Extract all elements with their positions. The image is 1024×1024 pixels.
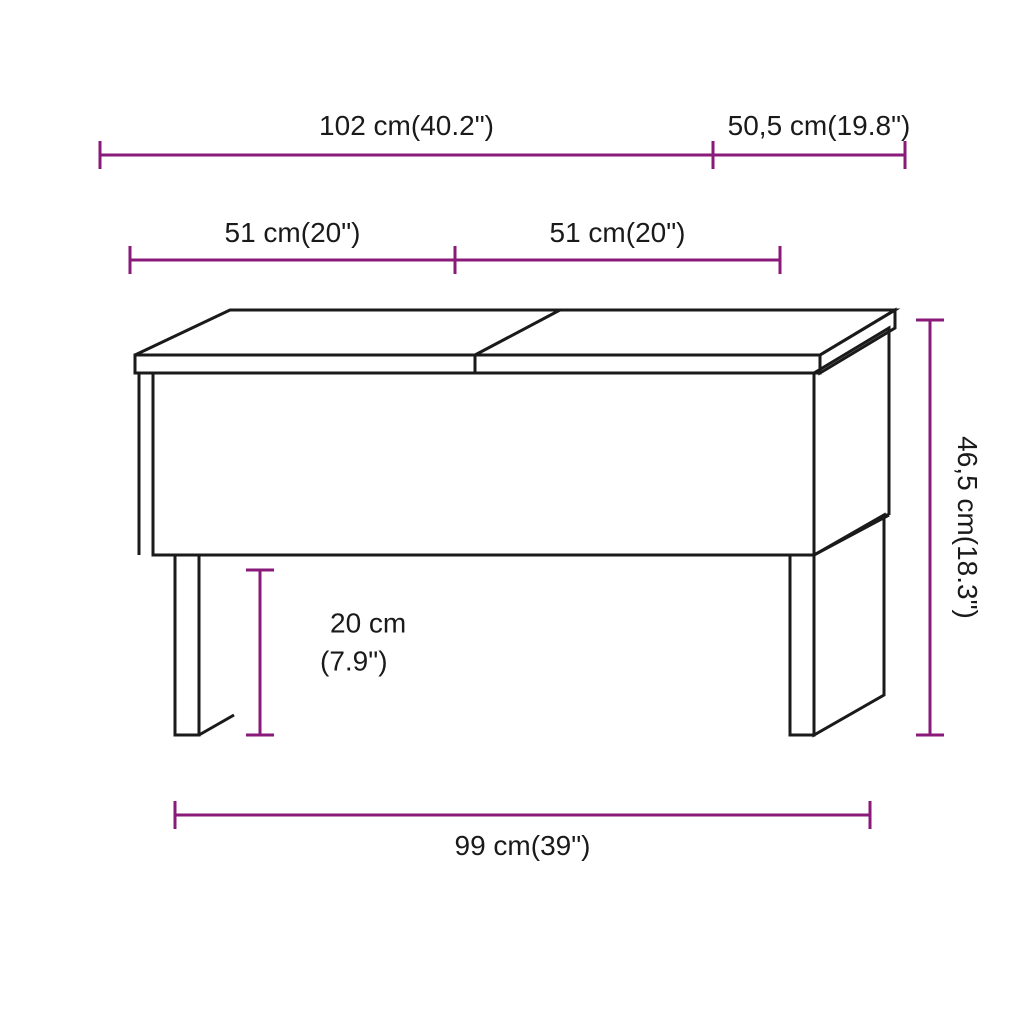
label-top-width: 102 cm(40.2") xyxy=(319,110,494,141)
label-depth: 50,5 cm(19.8") xyxy=(728,110,911,141)
label-bottom-width: 99 cm(39") xyxy=(455,830,591,861)
label-half-right: 51 cm(20") xyxy=(550,217,686,248)
label-clearance-cm: 20 cm xyxy=(330,608,406,639)
label-clearance-in: (7.9") xyxy=(320,646,388,677)
label-half-left: 51 cm(20") xyxy=(225,217,361,248)
label-height: 46,5 cm(18.3") xyxy=(952,436,983,619)
